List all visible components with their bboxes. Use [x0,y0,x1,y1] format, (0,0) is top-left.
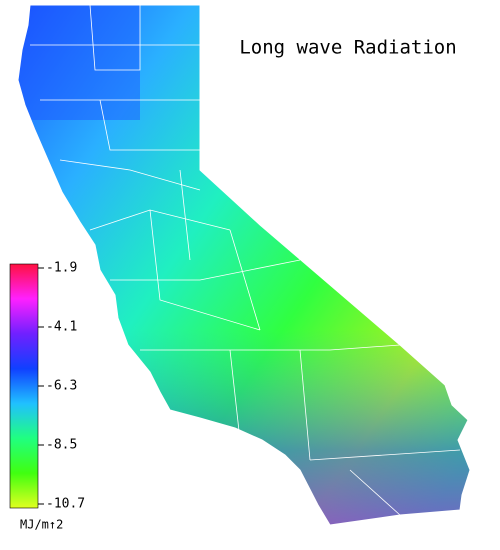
colorbar-unit: MJ/m↑2 [20,518,63,532]
colorbar-tick-label: -1.9 [46,261,77,276]
colorbar-tick-label: -6.3 [46,379,77,394]
colorbar-tick-label: -4.1 [46,320,77,335]
county-lines [30,4,461,516]
colorbar-tick-label: -8.5 [46,438,77,453]
map-title: Long wave Radiation [239,37,456,59]
colorbar [9,263,39,509]
colorbar-tick-label: -10.7 [46,497,85,512]
